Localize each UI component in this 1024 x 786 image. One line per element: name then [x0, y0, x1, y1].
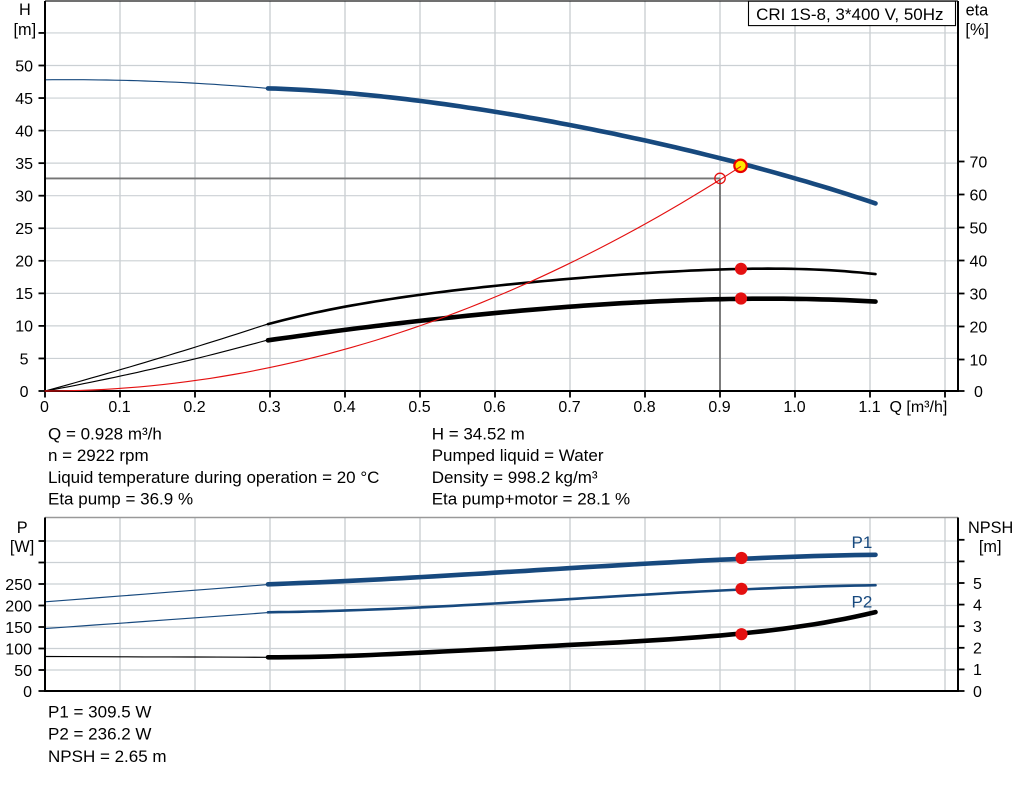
- svg-text:3: 3: [973, 619, 982, 636]
- svg-text:4: 4: [973, 597, 982, 614]
- svg-text:1.1: 1.1: [858, 399, 880, 416]
- svg-text:70: 70: [970, 154, 988, 171]
- svg-text:10: 10: [15, 319, 33, 336]
- svg-text:eta: eta: [966, 1, 990, 19]
- svg-text:Q [m³/h]: Q [m³/h]: [890, 399, 948, 416]
- svg-text:n = 2922 rpm: n = 2922 rpm: [48, 446, 149, 465]
- svg-text:60: 60: [970, 187, 988, 204]
- svg-text:H = 34.52 m: H = 34.52 m: [432, 424, 525, 443]
- svg-text:5: 5: [973, 576, 982, 593]
- svg-text:30: 30: [15, 189, 33, 206]
- svg-text:0.8: 0.8: [633, 399, 655, 416]
- svg-text:P2 = 236.2 W: P2 = 236.2 W: [48, 725, 151, 744]
- svg-text:P2: P2: [852, 593, 873, 612]
- svg-text:Q = 0.928 m³/h: Q = 0.928 m³/h: [48, 424, 162, 443]
- svg-text:0.4: 0.4: [333, 399, 355, 416]
- svg-text:150: 150: [5, 620, 32, 637]
- svg-text:Density = 998.2 kg/m³: Density = 998.2 kg/m³: [432, 468, 598, 487]
- svg-text:0.2: 0.2: [183, 399, 205, 416]
- svg-text:40: 40: [15, 123, 33, 140]
- svg-text:35: 35: [15, 156, 33, 173]
- svg-text:50: 50: [970, 220, 988, 237]
- svg-text:0: 0: [973, 684, 982, 701]
- svg-text:50: 50: [15, 58, 33, 75]
- svg-text:H: H: [19, 1, 31, 19]
- svg-text:[m]: [m]: [979, 538, 1002, 556]
- svg-text:2: 2: [973, 641, 982, 658]
- svg-text:0: 0: [974, 384, 983, 401]
- svg-text:25: 25: [15, 221, 33, 238]
- svg-text:45: 45: [15, 91, 33, 108]
- svg-text:Pumped liquid = Water: Pumped liquid = Water: [432, 446, 604, 465]
- svg-text:P1: P1: [852, 533, 873, 552]
- svg-text:[%]: [%]: [965, 21, 989, 39]
- svg-text:40: 40: [970, 253, 988, 270]
- svg-text:CRI 1S-8, 3*400 V, 50Hz: CRI 1S-8, 3*400 V, 50Hz: [756, 5, 943, 24]
- svg-text:Eta pump+motor = 28.1 %: Eta pump+motor = 28.1 %: [432, 490, 630, 509]
- svg-text:30: 30: [970, 286, 988, 303]
- svg-text:20: 20: [15, 254, 33, 271]
- svg-text:Liquid temperature during oper: Liquid temperature during operation = 20…: [48, 468, 379, 487]
- svg-text:P: P: [17, 519, 28, 537]
- svg-text:0.7: 0.7: [558, 399, 580, 416]
- svg-text:Eta pump = 36.9 %: Eta pump = 36.9 %: [48, 490, 193, 509]
- svg-text:0: 0: [20, 384, 29, 401]
- svg-text:0.9: 0.9: [708, 399, 730, 416]
- svg-text:0: 0: [40, 399, 49, 416]
- svg-text:[W]: [W]: [10, 538, 34, 556]
- svg-text:10: 10: [970, 352, 988, 369]
- svg-text:[m]: [m]: [14, 21, 37, 39]
- svg-text:0.6: 0.6: [483, 399, 505, 416]
- svg-text:5: 5: [20, 351, 29, 368]
- svg-text:50: 50: [14, 663, 32, 680]
- svg-text:100: 100: [5, 641, 32, 658]
- svg-text:200: 200: [5, 598, 32, 615]
- svg-text:0.1: 0.1: [108, 399, 130, 416]
- svg-text:P1 = 309.5 W: P1 = 309.5 W: [48, 703, 151, 722]
- svg-text:0: 0: [23, 684, 32, 701]
- svg-text:NPSH: NPSH: [968, 519, 1013, 537]
- svg-text:1: 1: [973, 662, 982, 679]
- svg-text:1.0: 1.0: [783, 399, 805, 416]
- svg-text:0.3: 0.3: [258, 399, 280, 416]
- svg-text:15: 15: [15, 286, 33, 303]
- svg-text:0.5: 0.5: [408, 399, 430, 416]
- svg-text:250: 250: [5, 577, 32, 594]
- svg-text:20: 20: [970, 319, 988, 336]
- svg-text:NPSH = 2.65 m: NPSH = 2.65 m: [48, 747, 167, 766]
